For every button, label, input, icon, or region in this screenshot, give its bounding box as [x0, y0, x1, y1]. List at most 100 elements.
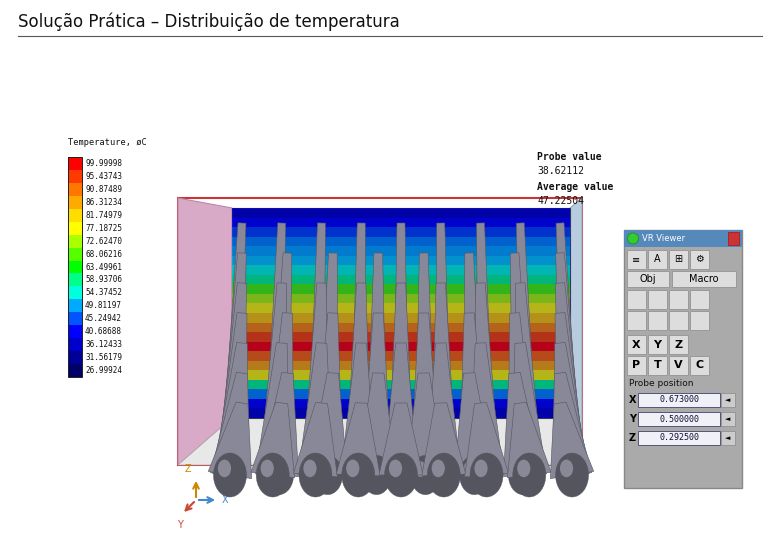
- Ellipse shape: [317, 461, 328, 477]
- Ellipse shape: [268, 460, 290, 490]
- Text: 95.43743: 95.43743: [85, 172, 122, 181]
- Ellipse shape: [303, 458, 328, 492]
- Ellipse shape: [263, 463, 274, 477]
- Bar: [648, 335, 667, 354]
- Bar: [232, 389, 570, 399]
- Polygon shape: [512, 343, 547, 476]
- Ellipse shape: [322, 458, 328, 466]
- Bar: [721, 393, 735, 407]
- Bar: [627, 250, 646, 269]
- Ellipse shape: [523, 452, 535, 468]
- Bar: [232, 342, 570, 351]
- Ellipse shape: [509, 455, 538, 495]
- Bar: [648, 250, 667, 269]
- Polygon shape: [293, 402, 338, 477]
- Ellipse shape: [349, 457, 367, 483]
- Ellipse shape: [477, 457, 496, 483]
- Ellipse shape: [439, 454, 444, 461]
- Ellipse shape: [218, 460, 241, 490]
- Text: X: X: [632, 340, 641, 349]
- Text: Probe position: Probe position: [629, 379, 693, 388]
- Polygon shape: [555, 283, 585, 471]
- Ellipse shape: [317, 460, 339, 490]
- Polygon shape: [317, 253, 338, 465]
- Bar: [68, 222, 82, 235]
- Ellipse shape: [417, 464, 426, 476]
- Bar: [627, 356, 646, 375]
- Text: Probe value: Probe value: [537, 152, 601, 162]
- Bar: [232, 380, 570, 389]
- Bar: [68, 312, 82, 325]
- Text: 0.500000: 0.500000: [659, 415, 699, 423]
- Ellipse shape: [562, 457, 582, 483]
- Ellipse shape: [320, 464, 328, 476]
- Polygon shape: [220, 253, 246, 465]
- Polygon shape: [341, 343, 375, 475]
- Text: VR Viewer: VR Viewer: [642, 234, 685, 243]
- Bar: [721, 412, 735, 426]
- Bar: [232, 256, 570, 265]
- Polygon shape: [350, 223, 367, 460]
- Ellipse shape: [627, 233, 639, 244]
- Bar: [232, 332, 570, 342]
- Ellipse shape: [268, 461, 280, 477]
- Polygon shape: [556, 223, 580, 461]
- Ellipse shape: [568, 454, 573, 461]
- Bar: [232, 237, 570, 246]
- Ellipse shape: [362, 455, 392, 495]
- Polygon shape: [264, 313, 294, 476]
- Bar: [232, 361, 570, 370]
- Bar: [68, 170, 82, 183]
- Ellipse shape: [566, 452, 578, 468]
- Text: ◄: ◄: [725, 416, 731, 422]
- Bar: [68, 196, 82, 209]
- Ellipse shape: [564, 464, 573, 476]
- Polygon shape: [211, 373, 250, 477]
- Ellipse shape: [351, 461, 359, 471]
- Ellipse shape: [354, 454, 359, 461]
- Polygon shape: [379, 403, 423, 475]
- Ellipse shape: [525, 454, 530, 461]
- Bar: [690, 250, 709, 269]
- Text: 86.31234: 86.31234: [85, 198, 122, 207]
- Text: 0.292500: 0.292500: [659, 434, 699, 442]
- Text: Y: Y: [654, 340, 661, 349]
- Text: 54.37452: 54.37452: [85, 288, 122, 298]
- Bar: [68, 299, 82, 312]
- Polygon shape: [367, 253, 387, 465]
- Bar: [648, 311, 667, 330]
- Text: 68.06216: 68.06216: [85, 249, 122, 259]
- Polygon shape: [474, 283, 499, 470]
- Ellipse shape: [427, 453, 460, 497]
- Ellipse shape: [516, 458, 542, 492]
- Ellipse shape: [320, 455, 335, 475]
- Ellipse shape: [306, 463, 317, 477]
- Ellipse shape: [369, 455, 385, 475]
- Polygon shape: [388, 283, 413, 470]
- Text: ⊞: ⊞: [675, 254, 682, 265]
- Ellipse shape: [512, 460, 534, 490]
- Ellipse shape: [225, 458, 230, 466]
- Ellipse shape: [365, 460, 388, 490]
- Bar: [690, 290, 709, 309]
- Bar: [68, 157, 82, 170]
- Ellipse shape: [463, 461, 475, 477]
- Bar: [232, 313, 570, 322]
- Bar: [669, 311, 688, 330]
- Text: Obj: Obj: [640, 274, 656, 284]
- Ellipse shape: [219, 461, 231, 477]
- Polygon shape: [255, 343, 290, 476]
- Polygon shape: [313, 313, 342, 476]
- Bar: [232, 246, 570, 256]
- Ellipse shape: [566, 458, 573, 466]
- Bar: [68, 247, 82, 260]
- Ellipse shape: [222, 455, 238, 475]
- Text: Temperature, øC: Temperature, øC: [68, 138, 147, 147]
- Ellipse shape: [434, 463, 445, 477]
- Ellipse shape: [385, 453, 417, 497]
- Bar: [624, 230, 742, 247]
- Text: 38.62112: 38.62112: [537, 166, 584, 176]
- Ellipse shape: [392, 457, 410, 483]
- Polygon shape: [470, 343, 504, 476]
- Text: P: P: [633, 361, 640, 370]
